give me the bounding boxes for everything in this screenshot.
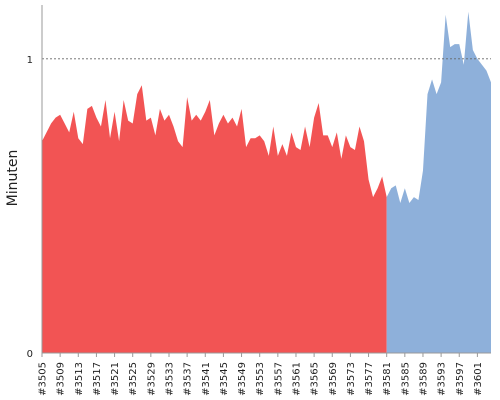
x-tick-label: #3529 bbox=[146, 362, 157, 396]
x-tick-label: #3509 bbox=[56, 362, 67, 396]
x-tick-label: #3533 bbox=[164, 362, 175, 396]
y-axis-label: Minuten bbox=[5, 150, 21, 207]
x-tick-label: #3593 bbox=[437, 362, 448, 396]
x-tick-label: #3601 bbox=[473, 362, 484, 396]
x-tick-label: #3537 bbox=[183, 362, 194, 396]
x-tick-label: #3517 bbox=[92, 362, 103, 396]
x-tick-label: #3541 bbox=[201, 362, 212, 396]
y-tick-layer: 01 bbox=[27, 55, 33, 360]
x-tick-layer: #3505 #3509 #3513 #3517 #3521 #3525 #3529 #3533… bbox=[38, 353, 484, 396]
series-area-1 bbox=[42, 85, 387, 353]
x-tick-label: #3545 bbox=[219, 362, 230, 396]
x-tick-label: #3549 bbox=[237, 362, 248, 396]
x-tick-label: #3565 bbox=[310, 362, 321, 396]
x-tick-label: #3589 bbox=[418, 362, 429, 396]
series-area-2 bbox=[386, 11, 491, 354]
x-tick-label: #3573 bbox=[346, 362, 357, 396]
x-tick-label: #3553 bbox=[255, 362, 266, 396]
y-tick-label: 1 bbox=[27, 55, 33, 66]
series-layer bbox=[42, 11, 491, 354]
x-tick-label: #3569 bbox=[328, 362, 339, 396]
x-tick-label: #3557 bbox=[273, 362, 284, 396]
x-tick-label: #3505 bbox=[38, 362, 49, 396]
x-tick-label: #3585 bbox=[400, 362, 411, 396]
x-tick-label: #3577 bbox=[364, 362, 375, 396]
x-tick-label: #3597 bbox=[455, 362, 466, 396]
x-tick-label: #3561 bbox=[291, 362, 302, 396]
x-tick-label: #3525 bbox=[128, 362, 139, 396]
x-tick-label: #3513 bbox=[74, 362, 85, 396]
y-tick-label: 0 bbox=[27, 349, 33, 360]
x-tick-label: #3521 bbox=[110, 362, 121, 396]
x-tick-label: #3581 bbox=[382, 362, 393, 396]
